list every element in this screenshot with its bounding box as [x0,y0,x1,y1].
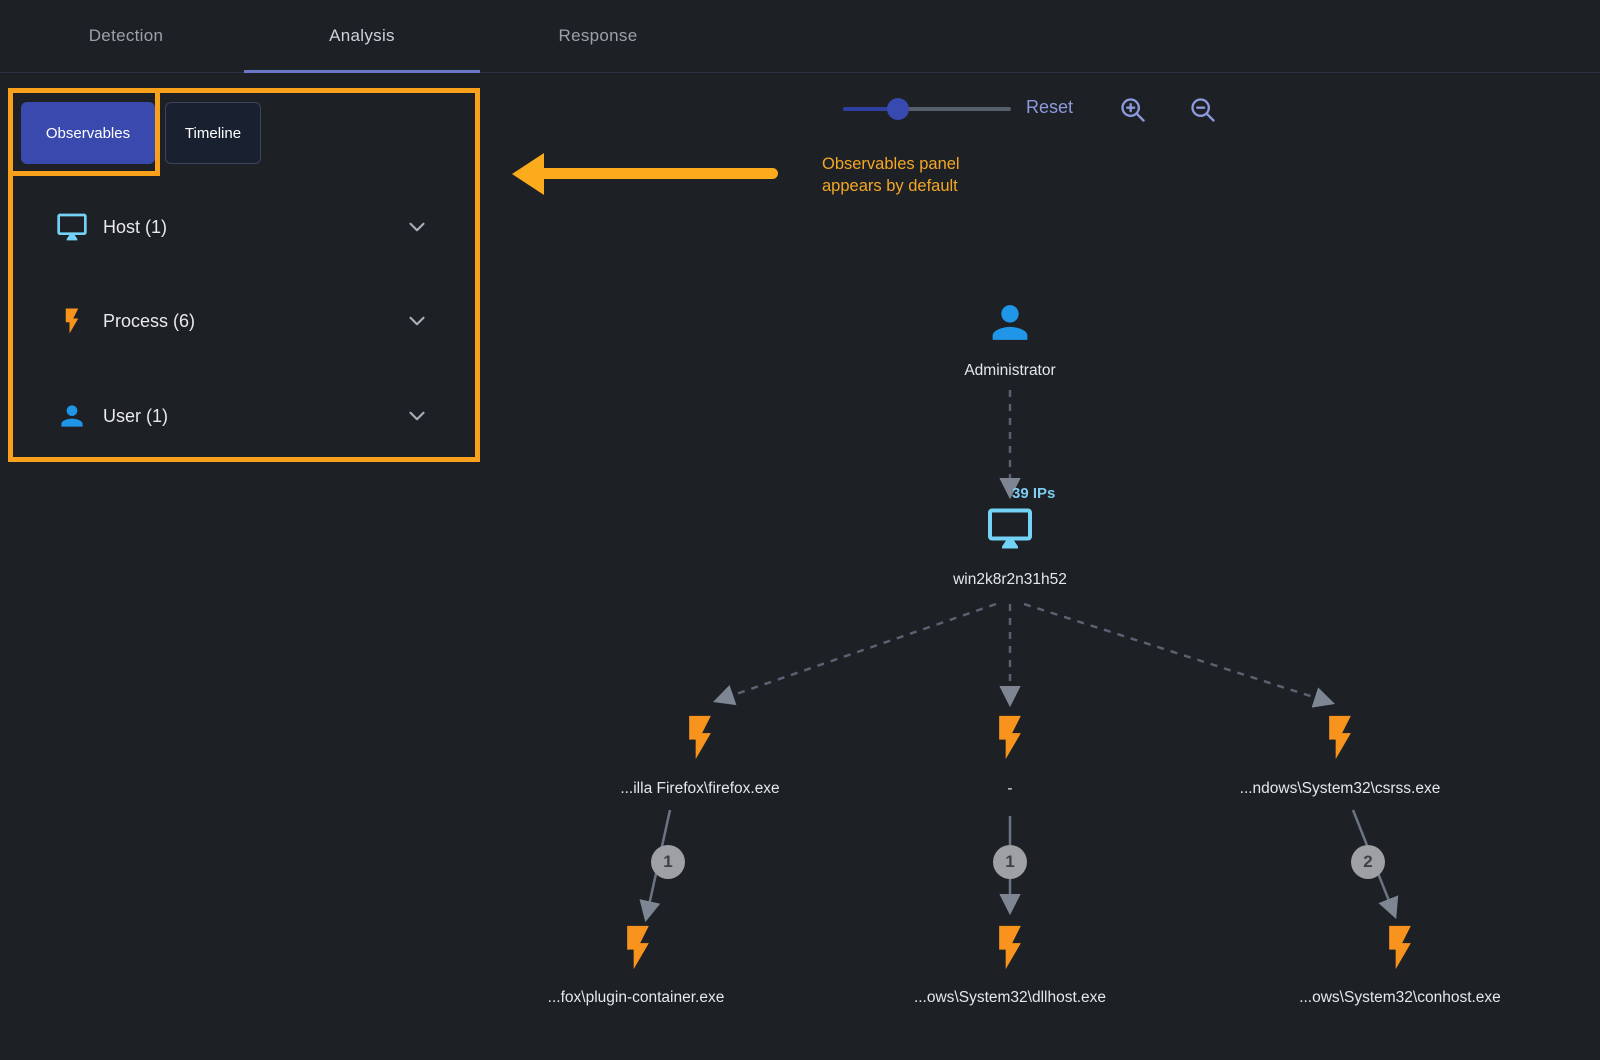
top-tab-bar: Detection Analysis Response [0,0,1600,73]
group-label-user: User (1) [103,405,169,426]
zoom-slider-thumb[interactable] [887,98,909,120]
annotation-line-2: appears by default [822,177,958,195]
node-process-plugin-container[interactable] [612,922,664,979]
edge-count-badge[interactable]: 2 [1351,845,1385,879]
edge-host-csrss [1023,602,1336,708]
group-row-process[interactable]: Process (6) [55,299,430,343]
tab-analysis[interactable]: Analysis [244,0,480,72]
annotation-line-1: Observables panel [822,155,960,173]
annotation-arrow-head-icon [512,153,544,195]
host-icon [55,210,89,244]
zoom-in-icon[interactable] [1119,96,1147,124]
node-label-csrss: ...ndows\System32\csrss.exe [1239,780,1441,797]
chevron-down-icon[interactable] [404,308,430,334]
node-label-conhost: ...ows\System32\conhost.exe [1299,989,1501,1006]
process-icon [984,712,1036,769]
node-process-middle[interactable] [984,712,1036,769]
timeline-tab-label: Timeline [184,124,242,142]
highlight-box-observables-panel [8,88,480,462]
highlight-box-observables-tab [8,88,160,176]
annotation-text: Observables panel appears by default [822,153,960,197]
tab-detection[interactable]: Detection [8,0,244,72]
process-icon [674,712,726,769]
chevron-down-icon[interactable] [404,214,430,240]
process-icon [612,922,664,979]
zoom-out-icon[interactable] [1189,96,1217,124]
annotation-arrow [540,168,778,179]
process-icon [55,304,89,338]
node-user-administrator[interactable] [984,297,1036,354]
edge-count-badge[interactable]: 1 [651,845,685,879]
node-label-dllhost: ...ows\System32\dllhost.exe [913,989,1107,1006]
timeline-tab-button[interactable]: Timeline [165,102,261,164]
group-label-host: Host (1) [103,216,168,237]
zoom-slider-fill [843,107,888,111]
tab-detection-label: Detection [88,26,164,45]
node-label-firefox: ...illa Firefox\firefox.exe [620,780,780,797]
zoom-slider[interactable] [843,97,1011,121]
group-row-host[interactable]: Host (1) [55,205,430,249]
user-icon [55,399,89,433]
chevron-down-icon[interactable] [404,403,430,429]
group-row-user[interactable]: User (1) [55,394,430,438]
node-host-win2k8r2n31h52[interactable] [986,505,1034,558]
node-process-firefox[interactable] [674,712,726,769]
node-label-plugin-container: ...fox\plugin-container.exe [547,989,725,1006]
tab-analysis-label: Analysis [329,26,395,45]
edge-host-firefox [712,602,997,706]
tab-response[interactable]: Response [480,0,716,72]
observables-tab-label: Observables [45,124,131,142]
observables-tab-button[interactable]: Observables [21,102,155,164]
host-icon [986,505,1034,558]
zoom-slider-track[interactable] [843,107,1011,111]
active-tab-indicator [244,70,480,73]
process-icon [1374,922,1426,979]
node-process-csrss[interactable] [1314,712,1366,769]
node-label-administrator: Administrator [964,362,1056,379]
tab-response-label: Response [558,26,638,45]
node-process-dllhost[interactable] [984,922,1036,979]
node-label-middle: - [1007,780,1013,797]
edge-count-badge[interactable]: 1 [993,845,1027,879]
node-label-host: win2k8r2n31h52 [953,571,1067,588]
edge-label-ips[interactable]: 39 IPs [1012,485,1056,502]
node-process-conhost[interactable] [1374,922,1426,979]
user-icon [984,297,1036,354]
reset-button[interactable]: Reset [1026,97,1074,117]
process-icon [984,922,1036,979]
process-icon [1314,712,1366,769]
group-label-process: Process (6) [103,310,196,331]
